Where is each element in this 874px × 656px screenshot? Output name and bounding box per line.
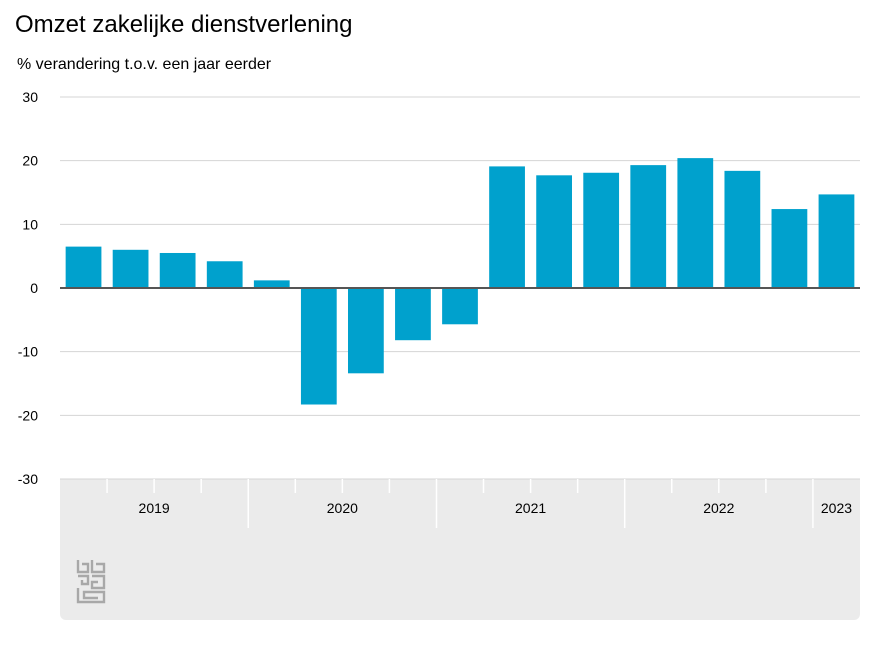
x-axis: 2019 2020 2021 2022 2023	[106, 479, 852, 528]
year-label: 2023	[821, 500, 852, 516]
bar	[348, 288, 384, 374]
bar-chart: 30 20 10 0 -10 -20 -30 2019 2020 2021 2022 2023	[18, 89, 860, 528]
x-axis-background	[60, 479, 860, 528]
y-tick-label: -20	[18, 407, 38, 423]
year-label: 2022	[703, 500, 734, 516]
y-tick-label: 10	[22, 216, 38, 232]
year-label: 2021	[515, 500, 546, 516]
year-label: 2019	[139, 500, 170, 516]
bar	[112, 249, 149, 288]
bars	[65, 158, 855, 405]
gridlines	[60, 96, 860, 480]
y-tick-label: 30	[22, 89, 38, 105]
y-tick-label: 20	[22, 153, 38, 169]
bar	[818, 194, 855, 288]
footer-panel	[60, 528, 860, 620]
bar	[159, 252, 196, 288]
bar	[489, 166, 525, 288]
bar	[253, 280, 290, 288]
bar	[724, 170, 761, 288]
bar	[395, 288, 431, 341]
y-tick-label: 0	[30, 280, 38, 296]
chart-title: Omzet zakelijke dienstverlening	[15, 11, 353, 38]
y-tick-label: -30	[18, 471, 38, 487]
bar	[630, 165, 667, 288]
bar	[583, 172, 620, 288]
y-axis-label: % verandering t.o.v. een jaar eerder	[17, 56, 272, 73]
bar	[536, 175, 572, 288]
bar	[206, 261, 243, 288]
bar	[65, 246, 102, 288]
y-tick-label: -10	[18, 344, 38, 360]
y-axis-ticks: 30 20 10 0 -10 -20 -30	[18, 89, 38, 487]
bar	[300, 288, 337, 405]
bar	[771, 209, 808, 288]
bar	[442, 288, 478, 325]
x-axis-panel	[60, 479, 860, 528]
cbs-logo-icon	[76, 560, 106, 604]
year-label: 2020	[327, 500, 358, 516]
bar	[677, 158, 714, 288]
